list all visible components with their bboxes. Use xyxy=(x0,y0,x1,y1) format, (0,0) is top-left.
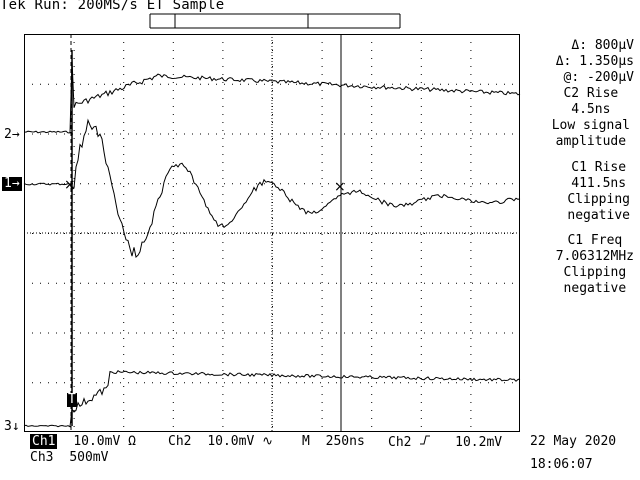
measurement-status: Low signal xyxy=(551,118,630,133)
trigger-position-marker[interactable]: T xyxy=(67,392,77,407)
trigger-status[interactable]: Ch2 10.2mV xyxy=(388,434,502,450)
date-display: 22 May 2020 xyxy=(530,434,617,449)
measurement-c1-freq: C1 Freq 7.06312MHz Clipping negative xyxy=(556,233,634,297)
timebase-label: M xyxy=(302,434,310,449)
ch2-trace xyxy=(23,59,521,134)
scope-title: Tek Run: 200MS/s ET Sample xyxy=(0,0,225,13)
ch1-status[interactable]: Ch1 10.0mV Ω xyxy=(30,434,136,449)
ch1-trace xyxy=(23,118,521,258)
ch2-scale: 10.0mV ∿ xyxy=(207,434,273,449)
measurement-value: 411.5ns xyxy=(571,176,627,191)
cursor-2-cross: × xyxy=(334,179,346,195)
measurement-status: negative xyxy=(563,281,627,296)
measurement-status: Clipping xyxy=(563,265,627,280)
ch3-trace xyxy=(23,370,521,428)
cursor-delta-time: Δ: 1.350µs xyxy=(555,54,634,69)
ch3-ground-marker[interactable]: 3↓ xyxy=(4,419,20,434)
timebase-status[interactable]: M 250ns xyxy=(302,434,365,449)
measurement-status: Clipping xyxy=(567,192,630,207)
measurement-value: 4.5ns xyxy=(571,102,611,117)
ch1-scale: 10.0mV Ω xyxy=(73,434,136,449)
measurement-status: amplitude xyxy=(555,134,627,149)
measurement-label: C2 Rise xyxy=(563,86,619,101)
ch2-status[interactable]: Ch2 10.0mV ∿ xyxy=(168,434,273,449)
measurement-label: C1 Freq xyxy=(567,233,623,248)
timebase-value: 250ns xyxy=(325,434,365,449)
ch2-ground-marker[interactable]: 2→ xyxy=(4,127,20,142)
rising-edge-icon xyxy=(419,434,433,450)
measurement-status: negative xyxy=(567,208,630,223)
measurement-label: C1 Rise xyxy=(571,160,627,175)
cursor-readout: Δ: 800µV Δ: 1.350µs @: -200µV xyxy=(556,38,634,86)
ch3-label: Ch3 xyxy=(30,450,54,465)
trigger-level: 10.2mV xyxy=(455,435,503,450)
ch3-scale: 500mV xyxy=(69,450,109,465)
cursor-at-value: @: -200µV xyxy=(563,70,634,85)
ch2-label: Ch2 xyxy=(168,434,192,449)
time-display: 18:06:07 xyxy=(530,457,593,472)
ch1-label: Ch1 xyxy=(30,434,58,449)
measurement-c1-rise: C1 Rise 411.5ns Clipping negative xyxy=(567,160,630,224)
cursor-delta-voltage: Δ: 800µV xyxy=(571,38,634,53)
graticule-dots xyxy=(24,34,513,427)
ch3-status[interactable]: Ch3 500mV xyxy=(30,450,108,465)
trigger-source: Ch2 xyxy=(388,435,412,450)
measurement-value: 7.06312MHz xyxy=(555,249,634,264)
ch1-ground-marker[interactable]: 1→ xyxy=(2,176,22,191)
measurement-c2-rise: C2 Rise 4.5ns Low signal amplitude xyxy=(552,86,630,150)
